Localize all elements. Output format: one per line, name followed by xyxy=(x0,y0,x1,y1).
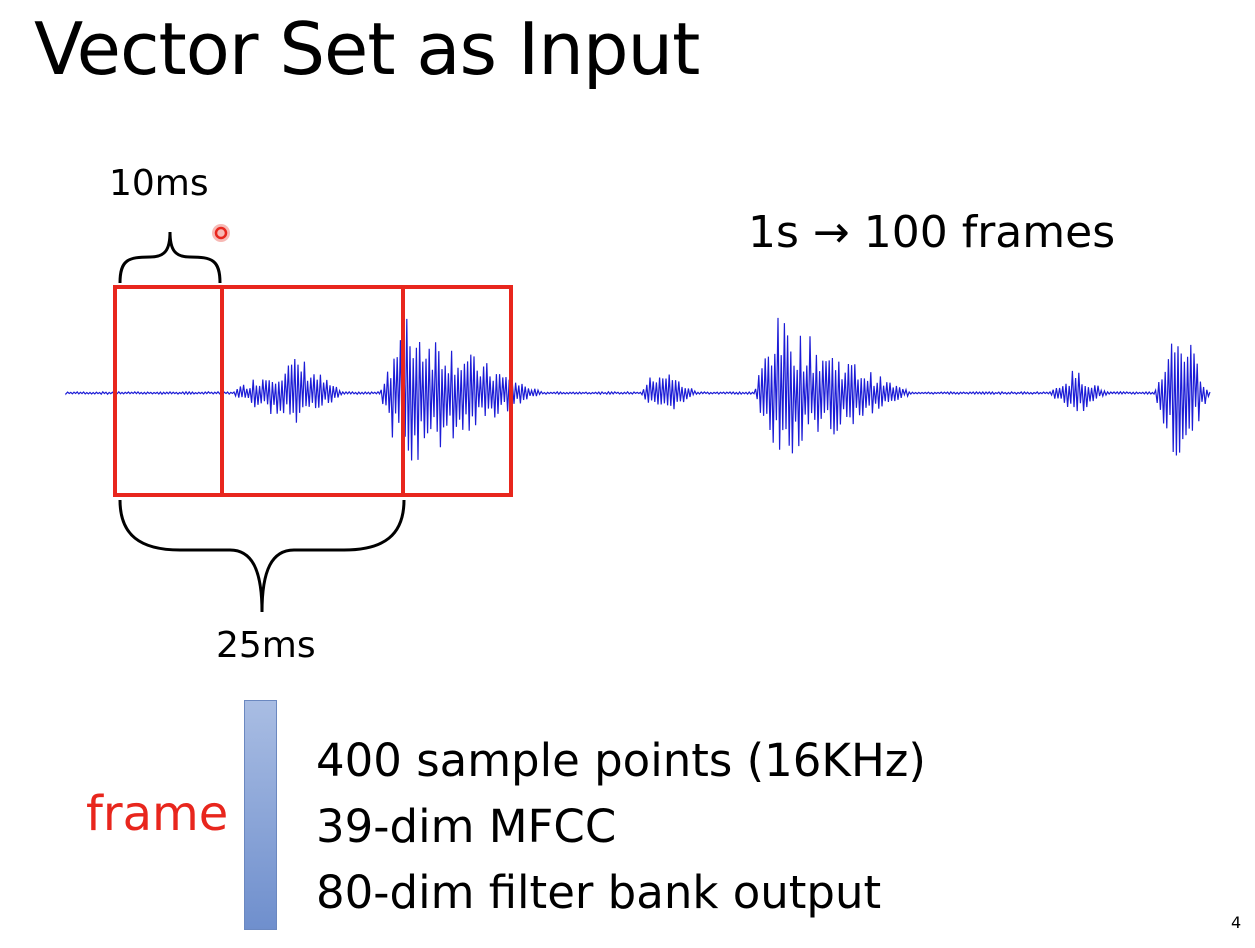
pointer-icon xyxy=(212,224,230,242)
waveform xyxy=(65,317,1211,461)
page-number: 4 xyxy=(1231,913,1242,932)
frame-window-3 xyxy=(401,285,513,497)
feature-mfcc: 39-dim MFCC xyxy=(316,800,617,853)
slide-title: Vector Set as Input xyxy=(34,7,700,91)
frame-window-1 xyxy=(113,285,224,497)
frame-windows xyxy=(113,285,513,497)
window-label: 25ms xyxy=(216,625,316,666)
hop-label: 10ms xyxy=(109,163,209,204)
frame-rate-label: 1s → 100 frames xyxy=(748,207,1116,258)
feature-filter-bank: 80-dim filter bank output xyxy=(316,866,882,919)
frame-feature-list: 400 sample points (16KHz) 39-dim MFCC 80… xyxy=(316,728,926,926)
frame-vector-bar xyxy=(244,700,277,930)
speech-waveform xyxy=(65,317,1211,461)
frame-label: frame xyxy=(86,786,229,842)
hop-brace xyxy=(118,231,222,284)
feature-sample-points: 400 sample points (16KHz) xyxy=(316,734,926,787)
window-brace xyxy=(118,499,406,613)
